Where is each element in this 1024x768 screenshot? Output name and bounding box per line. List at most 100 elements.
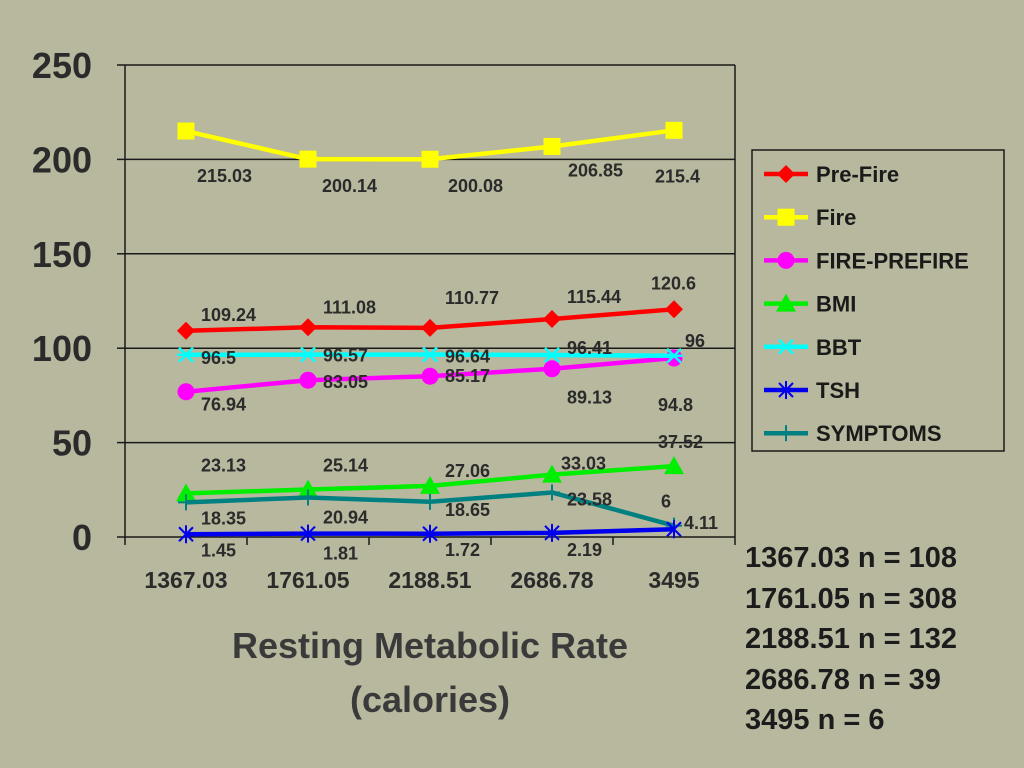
data-point [544, 523, 560, 542]
data-point [542, 464, 562, 483]
circle-marker [421, 367, 439, 385]
circle-marker [777, 251, 795, 269]
data-label: 96.41 [567, 338, 612, 358]
data-point [665, 347, 683, 364]
series-symptoms [178, 484, 682, 534]
data-label: 215.4 [655, 166, 700, 186]
legend-label: BBT [816, 335, 862, 360]
data-point [543, 347, 561, 363]
data-label: 206.85 [568, 160, 623, 180]
legend-label: FIRE-PREFIRE [816, 248, 969, 273]
data-label: 2.19 [567, 540, 602, 560]
y-tick-label: 100 [32, 328, 92, 369]
diamond-marker [777, 165, 795, 183]
legend-label: TSH [816, 378, 860, 403]
y-tick-label: 200 [32, 139, 92, 180]
data-label: 96.57 [323, 346, 368, 366]
data-point [300, 489, 316, 506]
data-label: 1.45 [201, 540, 236, 560]
data-label: 109.24 [201, 305, 256, 325]
data-point [178, 525, 194, 544]
data-label: 215.03 [197, 166, 252, 186]
data-point [666, 520, 682, 539]
triangle-marker [176, 483, 196, 502]
triangle-marker [664, 456, 684, 475]
y-tick-label: 250 [32, 45, 92, 86]
triangle-marker [420, 475, 440, 494]
data-label: 25.14 [323, 456, 368, 476]
data-label: 89.13 [567, 388, 612, 408]
data-label: 200.14 [322, 176, 377, 196]
square-marker [543, 137, 561, 155]
square-marker [299, 150, 317, 168]
data-point [178, 494, 194, 511]
data-point [778, 425, 794, 442]
sample-size-note: 3495 n = 6 [745, 704, 885, 736]
asterisk-marker-d2 [778, 338, 794, 355]
sample-size-note: 1367.03 n = 108 [745, 542, 958, 574]
data-point [665, 121, 683, 139]
data-point [421, 150, 439, 168]
data-point [420, 475, 440, 494]
asterisk-marker-d2 [422, 346, 438, 363]
x-tick-label: 1367.03 [144, 567, 227, 593]
data-point [300, 524, 316, 543]
data-point [543, 137, 561, 155]
square-marker [421, 150, 439, 168]
triangle-marker [298, 479, 318, 498]
data-point [299, 371, 317, 389]
data-point [177, 346, 195, 363]
square-marker [177, 122, 195, 140]
data-label: 96.5 [201, 348, 236, 368]
legend-item: BMI [764, 292, 856, 317]
data-point [777, 165, 795, 183]
x-tick-label: 1761.05 [266, 567, 349, 593]
series-fire-prefire [177, 349, 683, 401]
data-point [298, 479, 318, 498]
sample-size-note: 2188.51 n = 132 [745, 623, 958, 655]
diamond-marker [665, 300, 683, 319]
triangle-marker [776, 293, 796, 312]
star-marker-d2 [300, 525, 316, 542]
asterisk-marker-d2 [666, 347, 682, 364]
data-point [177, 122, 195, 140]
data-label: 111.08 [323, 297, 376, 317]
y-tick-label: 50 [52, 423, 92, 464]
diamond-marker [299, 318, 317, 337]
data-point [177, 383, 195, 401]
series-tsh [178, 520, 682, 544]
data-point [299, 150, 317, 168]
data-point [665, 300, 683, 319]
data-label: 83.05 [323, 372, 368, 392]
sample-size-note: 1761.05 n = 308 [745, 582, 958, 615]
data-point [299, 318, 317, 337]
data-point [422, 493, 438, 510]
asterisk-marker-d2 [544, 347, 560, 363]
series-fire [177, 121, 683, 168]
sample-size-note: 2686.78 n = 39 [745, 663, 941, 696]
data-label: 115.44 [567, 287, 621, 307]
star-marker-d2 [422, 526, 438, 542]
y-tick-label: 150 [32, 234, 92, 275]
legend-label: SYMPTOMS [816, 421, 942, 446]
data-label: 18.35 [201, 508, 246, 528]
data-point [777, 251, 795, 269]
data-label: 1.81 [323, 544, 358, 564]
diamond-marker [543, 310, 561, 329]
data-point [176, 483, 196, 502]
data-point [776, 293, 796, 312]
diamond-marker [421, 318, 439, 337]
x-tick-label: 2188.51 [388, 567, 471, 593]
diamond-marker [177, 321, 195, 340]
x-tick-label: 3495 [648, 567, 699, 593]
triangle-marker [542, 464, 562, 483]
legend-item: TSH [764, 378, 860, 403]
data-label: 18.65 [445, 500, 490, 520]
data-label: 94.8 [658, 395, 693, 415]
circle-marker [299, 371, 317, 389]
star-marker-d2 [666, 521, 682, 537]
data-label: 33.03 [561, 454, 606, 474]
data-label: 23.13 [201, 455, 246, 475]
star-marker-d2 [778, 382, 794, 398]
